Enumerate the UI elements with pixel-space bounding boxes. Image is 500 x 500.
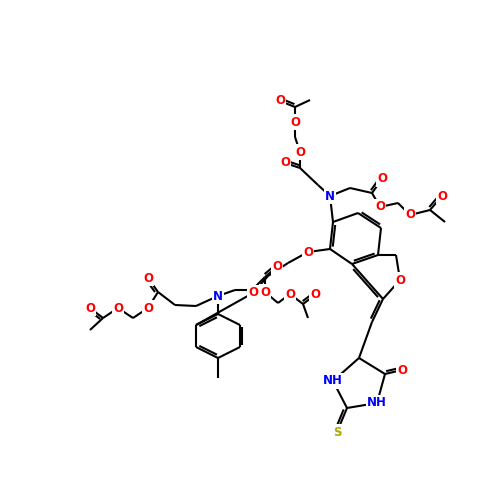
Text: O: O	[260, 286, 270, 298]
Text: O: O	[303, 246, 313, 258]
Text: O: O	[377, 172, 387, 186]
Text: O: O	[275, 94, 285, 108]
Text: O: O	[248, 286, 258, 300]
Text: O: O	[85, 302, 95, 314]
Text: NH: NH	[323, 374, 343, 388]
Text: O: O	[143, 302, 153, 314]
Text: O: O	[395, 274, 405, 286]
Text: O: O	[295, 146, 305, 158]
Text: O: O	[113, 302, 123, 314]
Text: S: S	[333, 426, 341, 438]
Text: O: O	[405, 208, 415, 222]
Text: O: O	[375, 200, 385, 213]
Text: O: O	[285, 288, 295, 300]
Text: O: O	[437, 190, 447, 202]
Text: N: N	[213, 290, 223, 302]
Text: O: O	[272, 260, 282, 274]
Text: N: N	[325, 190, 335, 202]
Text: O: O	[280, 156, 290, 170]
Text: O: O	[290, 116, 300, 128]
Text: O: O	[143, 272, 153, 284]
Text: O: O	[310, 288, 320, 302]
Text: O: O	[397, 364, 407, 376]
Text: NH: NH	[367, 396, 387, 409]
